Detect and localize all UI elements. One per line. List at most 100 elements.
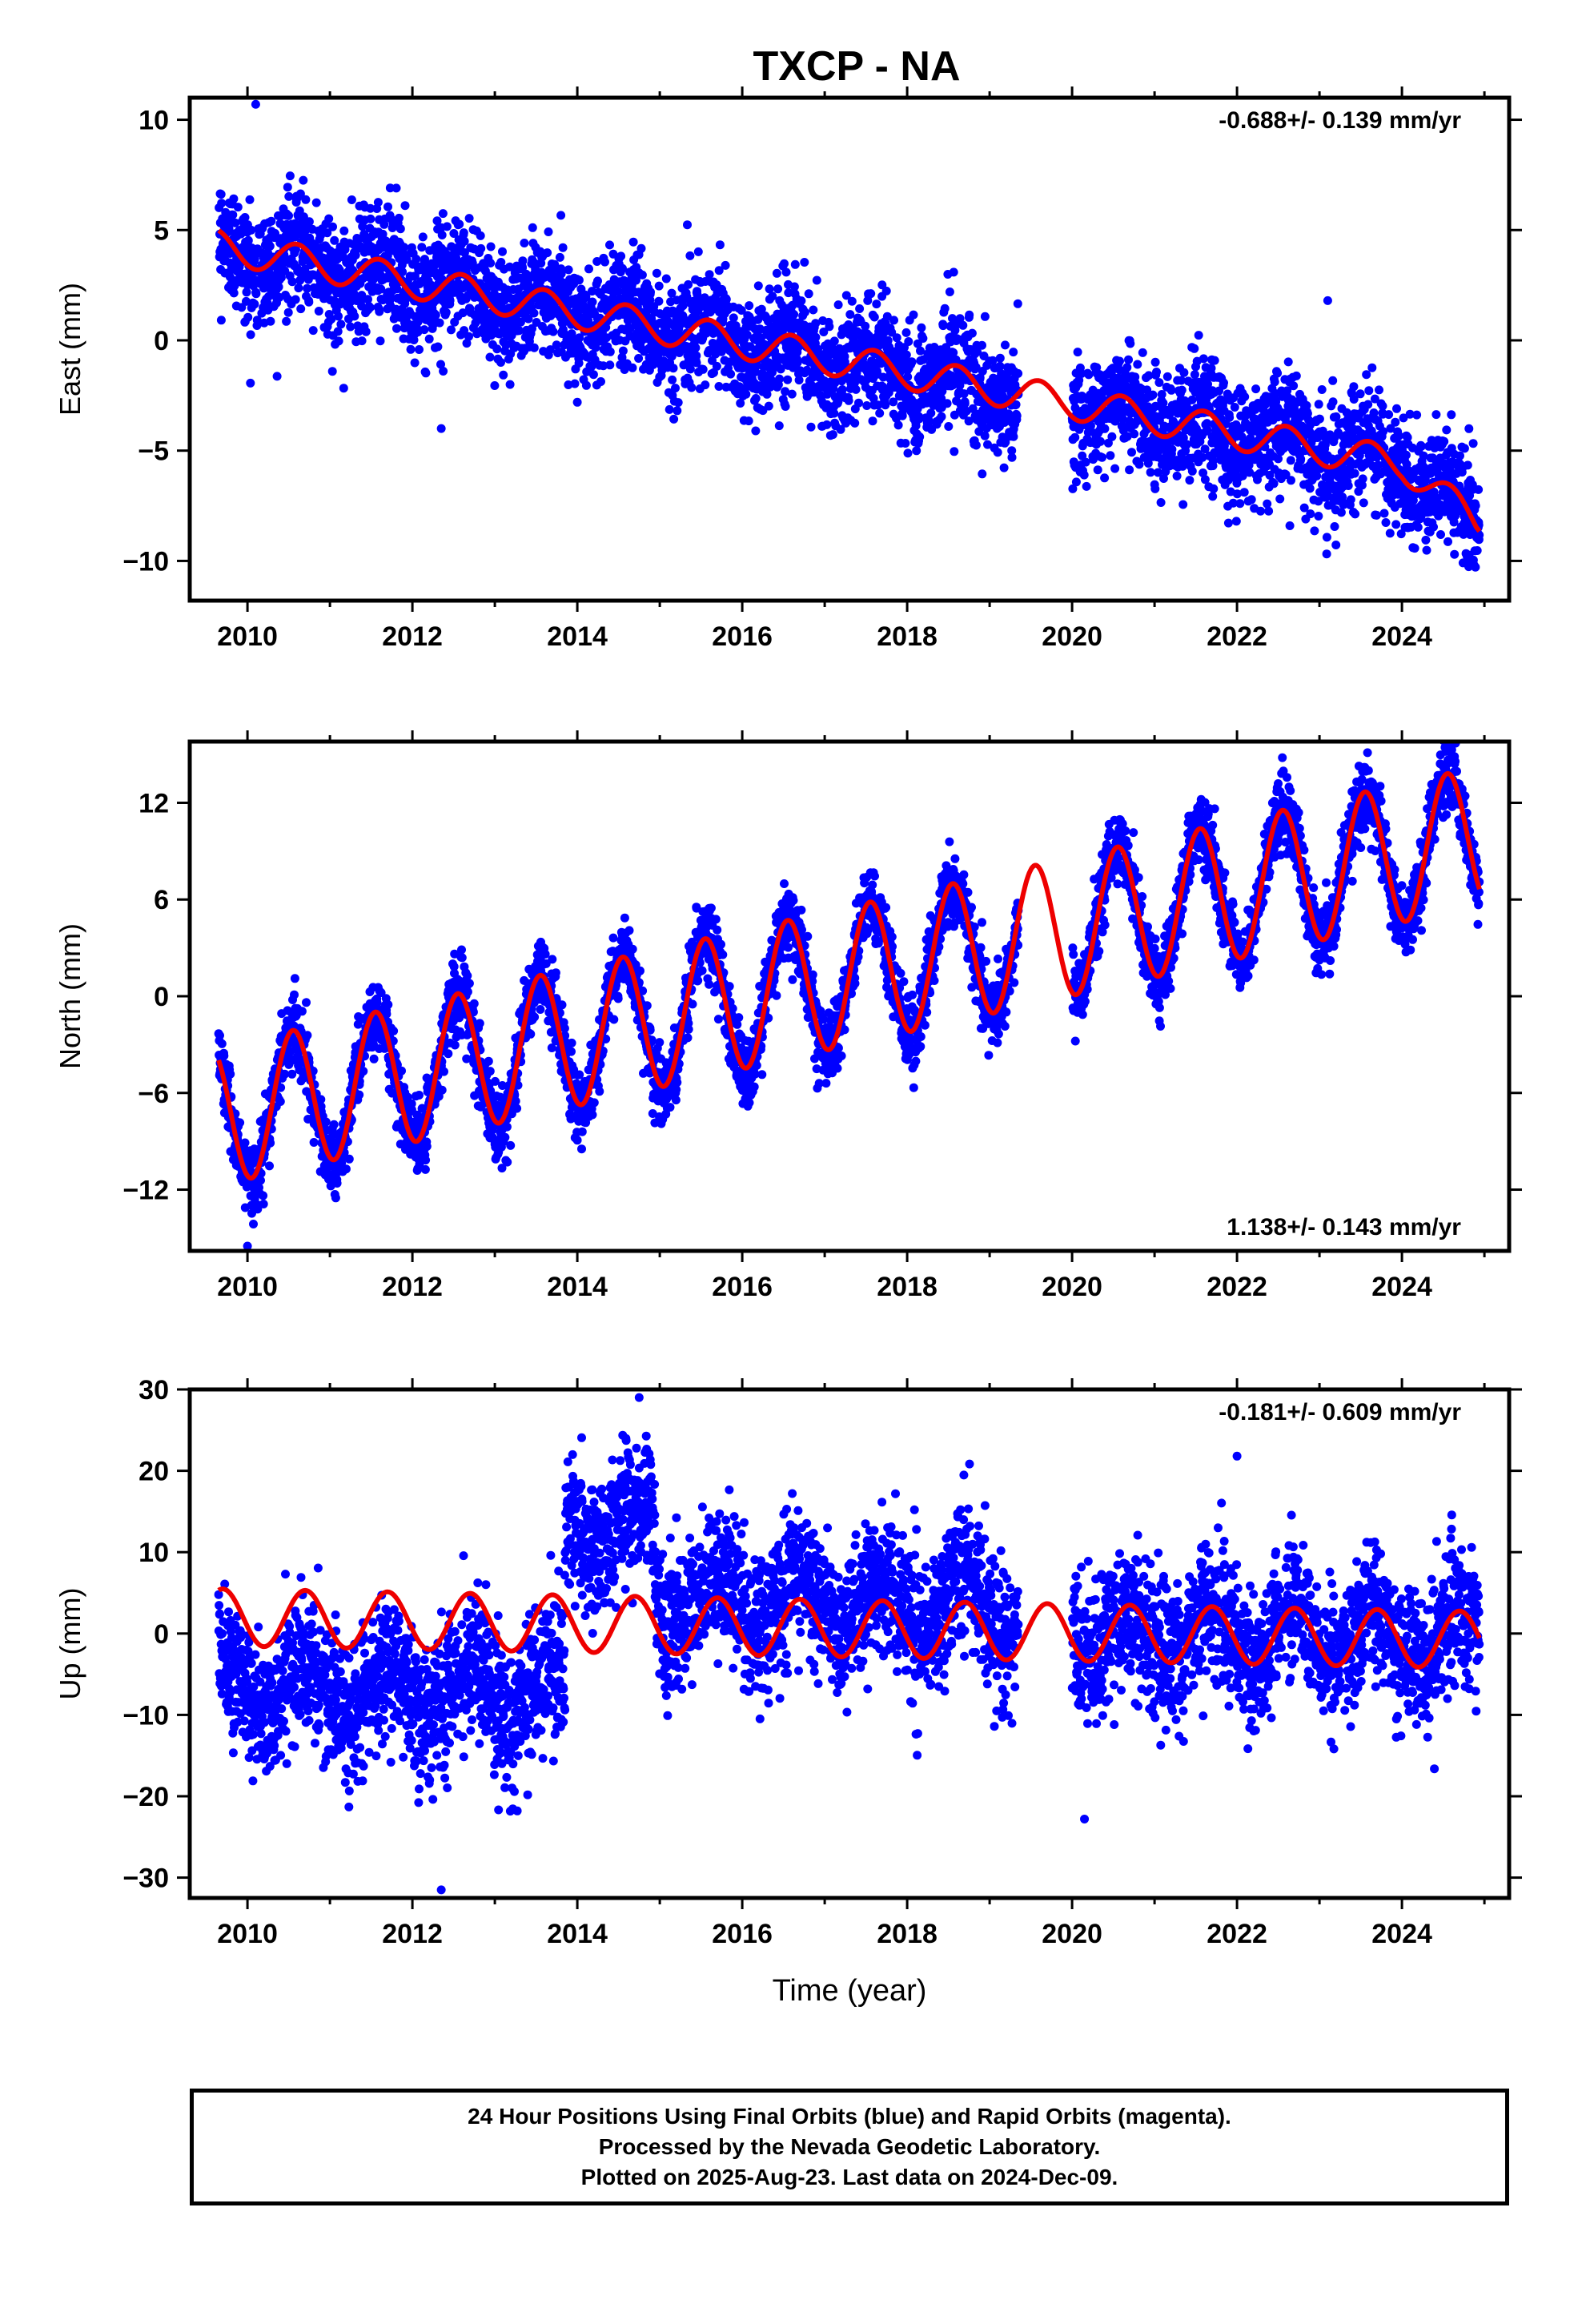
east-point	[1225, 412, 1235, 422]
east-point	[1179, 368, 1189, 377]
east-point	[284, 191, 294, 201]
east-point	[333, 327, 343, 336]
east-point	[999, 463, 1009, 472]
east-point	[737, 306, 746, 315]
east-point	[605, 240, 614, 250]
east-point	[800, 308, 809, 317]
east-point	[790, 259, 800, 269]
east-point	[1110, 464, 1120, 473]
east-point	[271, 228, 279, 238]
east-point	[1264, 506, 1274, 516]
east-point	[528, 324, 536, 333]
east-point	[616, 251, 626, 261]
east-point	[420, 255, 429, 264]
east-point	[242, 287, 251, 297]
east-point	[1150, 401, 1160, 411]
east-point	[1124, 355, 1133, 364]
east-point	[228, 210, 238, 219]
east-point	[303, 283, 312, 293]
east-point	[1431, 410, 1441, 420]
east-point	[346, 322, 355, 332]
east-point	[1410, 544, 1419, 553]
east-point	[490, 381, 500, 390]
east-point	[524, 314, 533, 324]
east-point	[529, 343, 539, 352]
east-point	[918, 334, 928, 343]
east-point	[1391, 417, 1400, 427]
east-point	[324, 214, 334, 223]
east-point	[476, 243, 486, 253]
east-point	[1172, 471, 1182, 480]
east-point	[1338, 493, 1347, 501]
east-point	[556, 269, 566, 279]
east-point	[424, 334, 434, 344]
east-point	[667, 288, 677, 298]
east-point	[514, 326, 524, 336]
east-point	[245, 195, 255, 204]
east-point	[574, 275, 584, 285]
east-point	[442, 222, 452, 231]
east-point	[914, 414, 924, 424]
east-point	[498, 247, 507, 256]
east-point	[556, 211, 566, 220]
east-point	[433, 342, 443, 352]
east-point	[955, 380, 965, 390]
north-point	[235, 1118, 245, 1128]
east-point	[460, 326, 469, 336]
east-point	[829, 408, 839, 418]
east-point	[1475, 530, 1484, 540]
east-point	[1209, 484, 1219, 493]
east-point	[572, 397, 582, 407]
east-point	[1230, 403, 1239, 412]
east-point	[866, 289, 876, 299]
east-point	[1312, 471, 1322, 480]
east-point	[1166, 385, 1176, 395]
east-point	[804, 289, 813, 299]
east-point	[1328, 397, 1338, 407]
east-point	[687, 383, 697, 392]
east-point	[654, 296, 664, 306]
east-point	[876, 359, 885, 368]
east-point	[889, 316, 898, 325]
north-point	[249, 1220, 258, 1228]
east-point	[1367, 363, 1377, 372]
east-point	[800, 258, 809, 267]
east-point	[1399, 413, 1408, 423]
east-point	[1012, 411, 1022, 420]
east-point	[613, 287, 623, 296]
east-point	[1134, 460, 1144, 469]
east-point	[861, 321, 870, 331]
east-point	[751, 426, 761, 436]
east-point	[844, 396, 853, 405]
east-point	[1392, 457, 1402, 467]
east-point	[793, 358, 802, 368]
east-point	[1084, 370, 1094, 380]
east-point	[584, 264, 593, 274]
east-point	[581, 380, 591, 390]
east-point	[1463, 460, 1472, 470]
east-point	[357, 291, 367, 300]
east-point	[375, 307, 384, 316]
east-point	[459, 228, 468, 238]
east-point	[1100, 473, 1110, 483]
east-point	[398, 267, 408, 276]
east-point	[1153, 468, 1162, 477]
east-point	[1370, 394, 1379, 404]
east-point	[558, 243, 568, 252]
east-point	[862, 401, 872, 410]
east-point	[361, 327, 371, 336]
east-point	[671, 384, 680, 393]
east-point	[1199, 354, 1208, 364]
east-point	[851, 384, 861, 394]
east-point	[726, 369, 736, 379]
east-point	[965, 310, 974, 320]
east-point	[1412, 410, 1422, 420]
east-point	[1303, 408, 1312, 418]
east-point	[752, 360, 761, 370]
east-point	[893, 420, 903, 430]
east-point	[334, 312, 343, 321]
east-point	[1009, 432, 1018, 441]
east-point	[1291, 371, 1301, 380]
east-point	[1107, 432, 1117, 441]
east-point	[978, 469, 987, 479]
